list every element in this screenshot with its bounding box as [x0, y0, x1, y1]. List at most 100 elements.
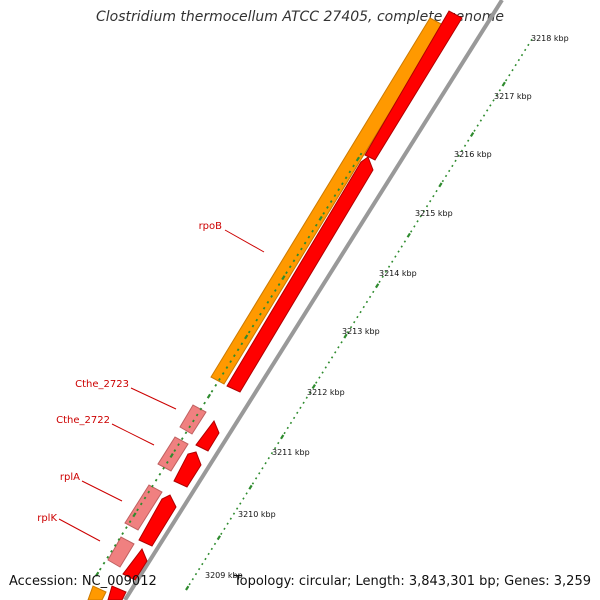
outer-tick — [359, 152, 363, 156]
scale-tick — [416, 220, 419, 223]
pink-feature-rplA[interactable] — [124, 484, 163, 531]
scale-tick — [473, 129, 476, 132]
red-feature-lower[interactable] — [107, 585, 127, 600]
outer-tick — [188, 425, 192, 429]
scale-tick — [451, 164, 454, 168]
outer-tick — [307, 235, 311, 239]
scale-label-3211: 3211 kbp — [272, 448, 310, 457]
outer-tick — [143, 496, 147, 500]
scale-tick — [204, 557, 207, 561]
scale-tick — [406, 232, 411, 238]
scale-tick — [235, 507, 239, 510]
outer-tick — [154, 478, 158, 482]
orange-feature-lower[interactable] — [87, 585, 107, 600]
scale-tick — [318, 376, 321, 379]
outer-tick — [173, 449, 177, 452]
scale-tick — [384, 270, 388, 273]
outer-tick — [270, 294, 273, 298]
pink-feature-cthe2723[interactable] — [179, 404, 207, 435]
scale-tick — [394, 255, 397, 258]
red-feature-upper[interactable] — [364, 10, 463, 161]
red-feature-small-4[interactable] — [122, 548, 148, 581]
scale-label-3214: 3214 kbp — [379, 269, 417, 278]
scale-label-3209: 3209 kbp — [205, 571, 243, 580]
scale-tick — [346, 331, 350, 334]
red-feature-small-3[interactable] — [138, 494, 177, 547]
outer-tick — [158, 472, 162, 476]
scale-tick — [223, 527, 226, 530]
scale-tick — [467, 139, 470, 142]
outer-tick — [221, 372, 225, 375]
orange-feature-rpoB[interactable] — [210, 17, 444, 385]
scale-tick — [425, 205, 429, 208]
scale-tick — [362, 305, 365, 309]
scale-tick — [448, 169, 451, 173]
rplK-leader-line — [58, 518, 101, 542]
scale-tick — [292, 416, 296, 420]
red-feature-rpoB[interactable] — [226, 156, 374, 393]
scale-tick — [197, 567, 201, 571]
scale-tick — [495, 94, 498, 97]
scale-tick — [185, 585, 190, 591]
outer-tick — [165, 461, 169, 464]
scale-tick — [498, 89, 502, 92]
scale-tick — [435, 189, 438, 193]
outer-tick — [102, 561, 106, 565]
outer-tick — [95, 571, 100, 577]
gene-label-rplK[interactable]: rplK — [37, 513, 57, 524]
scale-tick — [400, 245, 403, 248]
cthe2722-leader-line — [111, 423, 155, 446]
scale-tick — [283, 431, 286, 435]
outer-tick — [296, 253, 300, 257]
outer-tick — [128, 520, 132, 524]
outer-tick — [247, 330, 251, 334]
outer-tick — [281, 275, 286, 281]
scale-tick — [438, 182, 443, 188]
outer-tick — [341, 182, 344, 186]
scale-tick — [403, 240, 407, 243]
gene-label-rplA[interactable]: rplA — [60, 472, 80, 483]
scale-tick — [220, 532, 223, 535]
outer-tick — [121, 532, 125, 535]
scale-tick — [280, 434, 285, 440]
outer-tick — [210, 389, 214, 393]
rplA-leader-line — [81, 480, 123, 502]
scale-tick — [267, 457, 270, 460]
scale-tick — [454, 159, 457, 163]
gene-label-cthe2722[interactable]: Cthe_2722 — [56, 415, 110, 426]
pink-feature-rplK[interactable] — [107, 536, 135, 568]
outer-tick — [225, 366, 229, 369]
scale-tick — [381, 275, 384, 278]
scale-tick — [505, 79, 508, 82]
scale-tick — [311, 384, 316, 389]
outer-tick — [184, 431, 188, 435]
scale-tick — [349, 325, 353, 329]
gene-label-rpoB[interactable]: rpoB — [199, 221, 223, 232]
scale-tick — [517, 58, 521, 62]
scale-label-3218: 3218 kbp — [531, 34, 569, 43]
scale-tick — [397, 250, 400, 253]
scale-tick — [191, 577, 194, 581]
outer-tick — [192, 419, 195, 423]
gene-label-cthe2723[interactable]: Cthe_2723 — [75, 379, 129, 390]
outer-tick — [218, 378, 221, 381]
scale-tick — [410, 230, 413, 233]
outer-tick — [314, 223, 318, 227]
scale-label-3217: 3217 kbp — [494, 92, 532, 101]
outer-tick — [110, 549, 113, 553]
scale-tick — [229, 517, 232, 520]
cthe2723-leader-line — [130, 387, 177, 410]
outer-tick — [136, 508, 139, 512]
outer-tick — [169, 453, 174, 459]
outer-tick — [259, 312, 262, 316]
scale-tick — [334, 351, 337, 354]
scale-tick — [489, 104, 492, 107]
outer-tick — [214, 383, 218, 387]
scale-tick — [413, 225, 416, 228]
red-feature-small-1[interactable] — [195, 420, 220, 452]
scale-tick — [289, 421, 293, 425]
scale-tick — [429, 199, 432, 203]
outer-tick — [233, 354, 236, 358]
red-feature-small-2[interactable] — [173, 451, 202, 488]
